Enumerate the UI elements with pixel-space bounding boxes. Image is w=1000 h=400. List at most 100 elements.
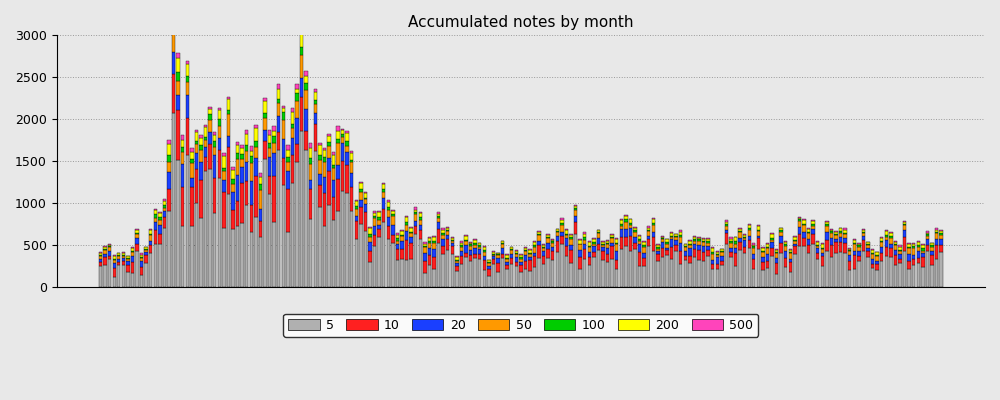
- Bar: [163, 208, 166, 211]
- Bar: [843, 234, 847, 238]
- Bar: [204, 140, 207, 147]
- Bar: [665, 248, 669, 250]
- Bar: [277, 89, 280, 98]
- Bar: [135, 238, 139, 244]
- Bar: [272, 131, 276, 136]
- Bar: [167, 144, 171, 156]
- Bar: [510, 258, 513, 264]
- Bar: [117, 253, 120, 255]
- Bar: [113, 256, 116, 259]
- Bar: [578, 257, 582, 269]
- Bar: [907, 244, 911, 247]
- Bar: [903, 225, 906, 230]
- Bar: [875, 260, 879, 264]
- Bar: [218, 108, 221, 110]
- Bar: [464, 245, 468, 252]
- Bar: [633, 230, 637, 232]
- Bar: [154, 222, 157, 230]
- Bar: [825, 240, 829, 251]
- Bar: [597, 232, 600, 233]
- Bar: [542, 244, 545, 245]
- Bar: [163, 199, 166, 201]
- Bar: [565, 234, 568, 235]
- Bar: [748, 240, 751, 248]
- Bar: [519, 272, 523, 288]
- Bar: [834, 231, 838, 232]
- Bar: [843, 228, 847, 230]
- Bar: [364, 212, 367, 231]
- Bar: [825, 222, 829, 224]
- Bar: [483, 247, 486, 250]
- Bar: [240, 145, 244, 148]
- Bar: [816, 241, 819, 242]
- Bar: [359, 182, 363, 183]
- Bar: [542, 264, 545, 288]
- Bar: [304, 131, 308, 150]
- Bar: [364, 231, 367, 288]
- Bar: [437, 216, 440, 218]
- Bar: [684, 260, 687, 288]
- Bar: [108, 259, 111, 288]
- Bar: [186, 155, 189, 288]
- Bar: [510, 254, 513, 258]
- Bar: [405, 231, 408, 240]
- Bar: [272, 176, 276, 222]
- Bar: [268, 194, 271, 288]
- Bar: [505, 258, 509, 259]
- Bar: [862, 232, 865, 233]
- Bar: [537, 232, 541, 234]
- Bar: [843, 238, 847, 244]
- Bar: [766, 244, 769, 247]
- Bar: [907, 248, 911, 254]
- Bar: [588, 242, 591, 246]
- Bar: [254, 158, 258, 176]
- Bar: [332, 220, 335, 288]
- Bar: [834, 242, 838, 253]
- Bar: [926, 231, 929, 233]
- Bar: [889, 248, 893, 256]
- Bar: [473, 239, 477, 240]
- Bar: [871, 253, 874, 254]
- Bar: [236, 159, 239, 175]
- Bar: [725, 220, 728, 222]
- Bar: [725, 233, 728, 244]
- Bar: [839, 242, 842, 252]
- Bar: [199, 162, 203, 180]
- Bar: [113, 263, 116, 268]
- Bar: [409, 236, 413, 243]
- Bar: [295, 88, 299, 94]
- Bar: [821, 249, 824, 253]
- Bar: [309, 180, 312, 189]
- Bar: [697, 245, 701, 250]
- Bar: [295, 84, 299, 88]
- Bar: [907, 247, 911, 248]
- Bar: [556, 252, 559, 288]
- Bar: [569, 234, 573, 235]
- Bar: [725, 230, 728, 233]
- Bar: [368, 227, 372, 228]
- Bar: [277, 132, 280, 150]
- Bar: [131, 248, 134, 251]
- Bar: [437, 229, 440, 243]
- Bar: [250, 181, 253, 204]
- Bar: [880, 238, 883, 241]
- Bar: [903, 220, 906, 222]
- Bar: [163, 201, 166, 205]
- Bar: [652, 225, 655, 232]
- Bar: [729, 243, 733, 248]
- Bar: [291, 112, 294, 124]
- Bar: [569, 235, 573, 237]
- Bar: [492, 256, 495, 259]
- Bar: [254, 216, 258, 288]
- Bar: [441, 230, 445, 233]
- Bar: [674, 240, 678, 245]
- Bar: [779, 236, 783, 243]
- Bar: [181, 135, 184, 140]
- Bar: [843, 233, 847, 234]
- Bar: [917, 264, 920, 288]
- Bar: [341, 130, 344, 134]
- Bar: [377, 212, 381, 217]
- Bar: [825, 251, 829, 288]
- Bar: [419, 239, 422, 288]
- Bar: [286, 157, 290, 162]
